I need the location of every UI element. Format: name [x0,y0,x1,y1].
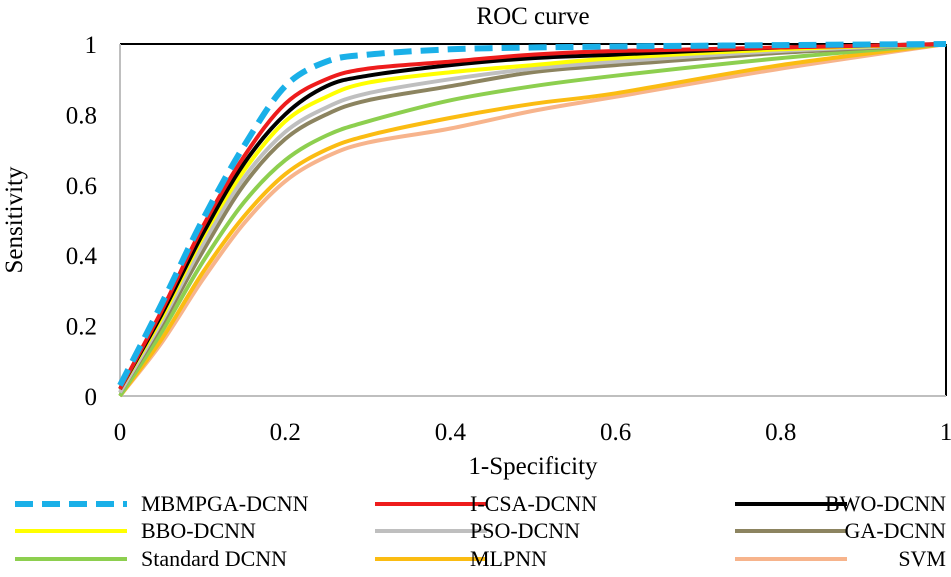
roc-curves [117,41,947,398]
series-line-standard-dcnn [118,42,947,398]
x-tick-label: 0.4 [435,419,467,446]
plot-frame [119,43,947,397]
y-tick-label: 0.6 [66,173,97,200]
y-tick-labels: 0 0.2 0.4 0.6 0.8 1 [66,32,98,411]
series-line-svm [118,42,947,398]
x-tick-label: 0.6 [600,419,631,446]
x-tick-label: 0.2 [270,419,301,446]
x-tick-label: 0 [114,419,127,446]
x-axis-label: 1-Specificity [468,453,598,480]
y-tick-label: 0.8 [66,102,97,129]
series-line-mbmpga-dcnn [117,41,947,387]
legend-label-pso-dcnn: PSO-DCNN [470,518,580,543]
legend-label-standard-dcnn: Standard DCNN [141,546,287,571]
chart-title: ROC curve [476,3,589,30]
series-line-pso-dcnn [118,42,947,394]
legend-label-mbmpga-dcnn: MBMPGA-DCNN [141,491,309,516]
legend-label-bwo-dcnn: BWO-DCNN [825,491,946,516]
legend-label-mlpnn: MLPNN [470,546,547,571]
legend-label-ga-dcnn: GA-DCNN [845,518,947,543]
x-tick-label: 0.8 [765,419,796,446]
y-tick-label: 1 [85,32,98,59]
y-tick-label: 0 [85,384,98,411]
legend-label-svm: SVM [898,546,946,571]
series-line-mlpnn [118,42,947,398]
series-line-i-csa-dcnn [118,42,947,390]
x-tick-labels: 0 0.2 0.4 0.6 0.8 1 [114,419,951,446]
series-line-ga-dcnn [118,42,947,394]
y-tick-label: 0.4 [66,243,98,270]
x-tick-label: 1 [940,419,951,446]
legend-label-bbo-dcnn: BBO-DCNN [141,518,256,543]
y-tick-label: 0.2 [66,314,97,341]
y-axis-label: Sensitivity [1,166,28,273]
legend: MBMPGA-DCNN I-CSA-DCNN BWO-DCNN BBO-DCNN PSO… [15,491,946,571]
legend-label-i-csa-dcnn: I-CSA-DCNN [470,491,597,516]
